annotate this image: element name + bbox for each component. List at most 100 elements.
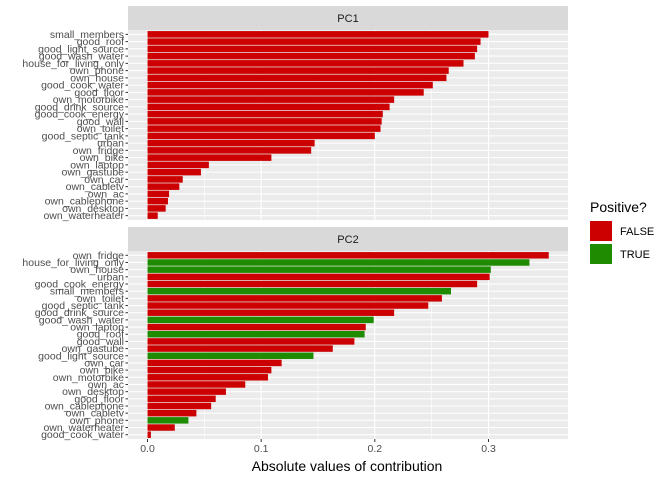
bar-good-drink-source [147,103,390,111]
legend-label: TRUE [620,249,650,261]
bar-own-gastube [147,345,333,352]
bar-label: good_roof [77,329,124,341]
bar-label: own_cablephone [45,400,125,412]
bar-own-motorbike [147,374,268,381]
bar-label: good_wall [77,116,124,128]
bar-label: own_gastube [62,167,125,179]
bar-own-phone [147,67,449,74]
bar-own-fridge [147,252,549,259]
bar-label: own_ac [88,379,124,391]
x-tick-label: 0.2 [368,443,383,455]
bar-label: good_light_source [38,43,124,55]
bar-own-desktop [147,205,166,212]
bar-label: good_floor [74,393,124,405]
bar-label: good_wash_water [39,51,125,63]
bar-own-ac [147,190,170,198]
bar-own-waterheater [147,424,175,431]
bar-good-wash-water [147,52,475,60]
legend-key-true [590,244,612,264]
bar-good-cook-energy [147,110,383,118]
bar-label: own_house [70,72,124,84]
bar-label: own_bike [80,152,125,164]
x-tick-label: 0.0 [140,443,155,455]
bar-good-septic-tank [147,132,375,140]
bar-own-laptop [147,161,209,169]
bar-label: house_for_living_only [22,257,124,269]
facet-title: PC2 [337,234,358,246]
bar-own-ac [147,381,246,388]
bar-own-phone [147,417,189,424]
bar-label: urban [97,271,124,283]
bar-label: good_roof [77,36,124,48]
bar-good-light-source [147,45,478,53]
bar-label: good_septic_tank [42,130,125,142]
bar-label: own_waterheater [43,210,124,222]
bar-good-wall [147,338,355,345]
bar-label: own_gastube [62,343,125,355]
bar-own-waterheater [147,212,158,219]
bar-label: own_desktop [62,203,124,215]
bar-label: good_wash_water [39,314,125,326]
bar-good-cook-water [147,431,151,438]
bar-label: good_drink_source [35,101,124,113]
bar-own-car [147,176,183,183]
bar-label: own_house [70,264,124,276]
bar-own-motorbike [147,96,395,103]
facet-strip [128,6,568,30]
bar-good-septic-tank [147,302,429,309]
bar-own-house [147,74,447,82]
bar-good-floor [147,395,216,403]
bar-label: good_wall [77,336,124,348]
bar-label: own_waterheater [43,422,124,434]
bar-own-toilet [147,295,442,302]
bar-label: good_septic_tank [42,300,125,312]
bar-label: own_toilet [77,293,124,305]
bar-own-cabletv [147,183,180,190]
bar-own-bike [147,366,272,374]
bar-label: good_cook_water [41,80,124,92]
bar-label: good_cook_water [41,429,124,441]
bar-label: own_toilet [77,123,124,135]
bar-label: good_floor [74,87,124,99]
bar-urban [147,139,315,147]
bar-own-cablephone [147,197,168,205]
bar-label: good_light_source [38,350,124,362]
bar-label: own_desktop [62,386,124,398]
bar-label: own_motorbike [53,94,124,106]
x-axis-title: Absolute values of contribution [252,458,443,474]
bar-label: own_car [84,174,124,186]
bar-label: own_ac [88,188,124,200]
bar-label: own_laptop [70,159,124,171]
panel-pc1: PC1 small_membersgood_roofgood_light_sour… [22,6,568,222]
bar-label: own_cabletv [66,408,125,420]
bar-small-members [147,287,451,295]
bar-own-bike [147,154,272,161]
bar-small-members [147,31,489,38]
bar-label: own_car [84,357,124,369]
bar-label: own_motorbike [53,372,124,384]
bar-own-gastube [147,168,201,176]
bar-own-car [147,359,282,367]
bar-good-roof [147,38,481,45]
bar-label: small_members [50,29,124,41]
bar-label: own_cablephone [45,196,125,208]
bar-own-cabletv [147,409,197,417]
legend: Positive? FALSE TRUE [590,199,654,264]
bar-label: own_phone [70,65,124,77]
bar-good-drink-source [147,309,395,316]
bar-own-cablephone [147,402,212,410]
legend-label: FALSE [620,226,654,238]
bar-own-laptop [147,323,366,331]
bar-house-for-living-only [147,60,464,67]
panel-pc2: PC2 own_fridgehouse_for_living_onlyown_ho… [22,227,568,441]
bar-label: own_laptop [70,322,124,334]
facet-strip [128,227,568,251]
facet-panels: PC1small_membersgood_roofgood_light_sour… [22,6,568,441]
bar-good-floor [147,89,424,96]
bar-good-wall [147,118,382,125]
legend-key-false [590,221,612,241]
facet-title: PC1 [337,13,358,25]
bar-label: own_bike [80,365,125,377]
x-tick-label: 0.1 [254,443,269,455]
bar-good-roof [147,331,365,338]
